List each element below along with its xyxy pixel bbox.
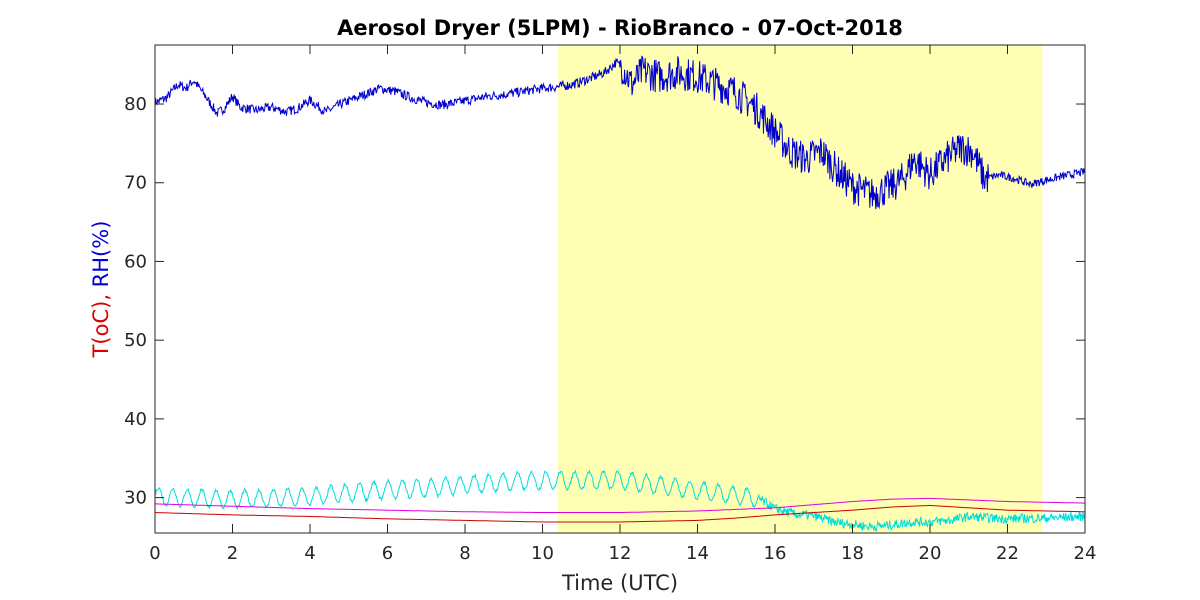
y-tick-label: 80 xyxy=(124,94,147,115)
x-tick-label: 2 xyxy=(227,543,238,564)
x-tick-label: 24 xyxy=(1074,543,1097,564)
x-tick-label: 10 xyxy=(531,543,554,564)
x-tick-label: 16 xyxy=(764,543,787,564)
x-tick-label: 6 xyxy=(382,543,393,564)
series-line-2 xyxy=(155,497,1085,513)
series-group xyxy=(155,55,1085,532)
x-tick-label: 22 xyxy=(996,543,1019,564)
series-line-0 xyxy=(155,55,1085,210)
x-tick-label: 12 xyxy=(609,543,632,564)
y-tick-label: 60 xyxy=(124,251,147,272)
chart-title: Aerosol Dryer (5LPM) - RioBranco - 07-Oc… xyxy=(337,16,903,40)
y-tick-label: 30 xyxy=(124,488,147,509)
y-axis-label: T(oC), RH(%) xyxy=(89,221,113,359)
x-tick-label: 0 xyxy=(149,543,160,564)
y-axis-label-part: RH(%) xyxy=(89,221,113,294)
x-tick-label: 4 xyxy=(304,543,315,564)
x-tick-label: 20 xyxy=(919,543,942,564)
series-line-1 xyxy=(155,469,1085,532)
x-tick-label: 8 xyxy=(459,543,470,564)
y-axis-label-part: T(oC), xyxy=(89,294,113,358)
series-line-3 xyxy=(155,505,1085,523)
x-tick-label: 14 xyxy=(686,543,709,564)
x-axis-label: Time (UTC) xyxy=(561,571,678,595)
y-tick-label: 50 xyxy=(124,330,147,351)
daytime-highlight-band xyxy=(558,45,1043,533)
x-tick-label: 18 xyxy=(841,543,864,564)
y-tick-label: 40 xyxy=(124,409,147,430)
y-axis: 30 40 50 60 70 80 xyxy=(124,94,1085,509)
x-axis: 0 2 4 6 8 10 12 14 16 18 20 22 24 xyxy=(149,45,1096,564)
y-tick-label: 70 xyxy=(124,173,147,194)
